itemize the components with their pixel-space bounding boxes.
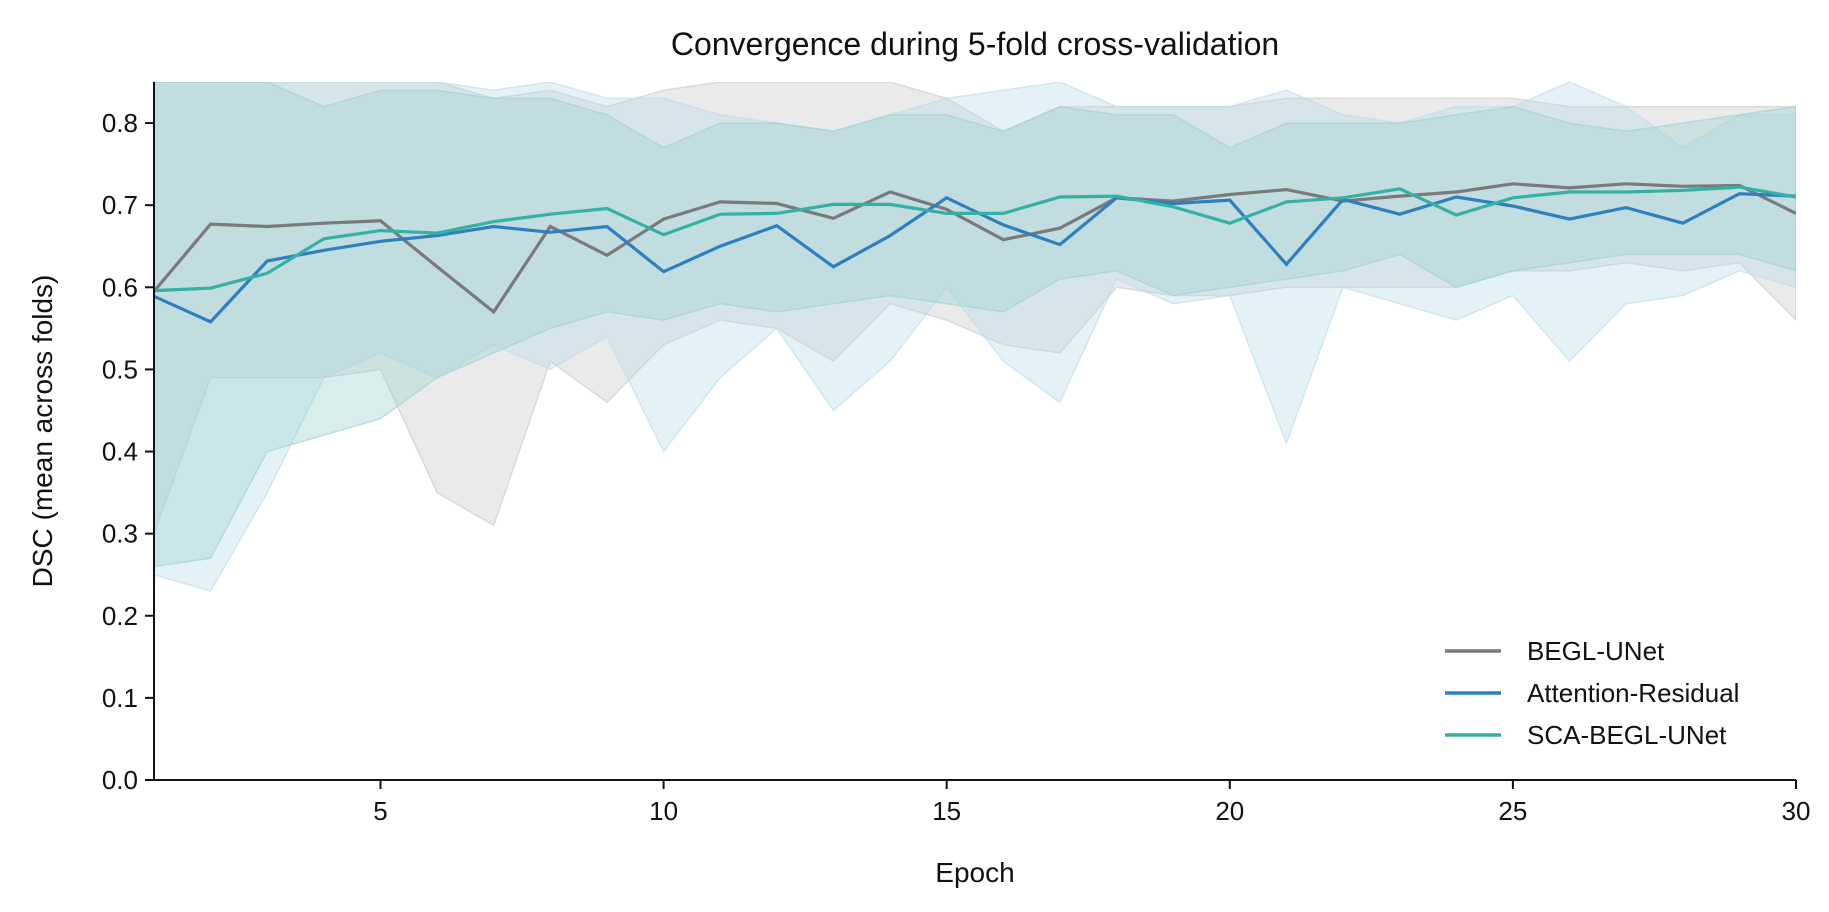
- x-tick-label-10: 10: [649, 796, 678, 826]
- y-tick-label-2: 0.2: [102, 601, 138, 631]
- x-tick-label-20: 20: [1215, 796, 1244, 826]
- band-sca-begl-unet: [154, 82, 1796, 568]
- x-tick-label-5: 5: [373, 796, 387, 826]
- confidence-bands: [154, 82, 1796, 592]
- y-tick-label-0: 0.0: [102, 765, 138, 795]
- y-tick-label-6: 0.6: [102, 272, 138, 302]
- y-tick-label-5: 0.5: [102, 354, 138, 384]
- y-tick-label-7: 0.7: [102, 190, 138, 220]
- chart-title: Convergence during 5-fold cross-validati…: [671, 26, 1279, 62]
- y-axis-title: DSC (mean across folds): [27, 275, 58, 588]
- x-axis-ticks: 5 10 15 20 25 30: [373, 780, 1810, 826]
- y-tick-label-3: 0.3: [102, 519, 138, 549]
- line-sca-begl-unet: [154, 185, 1796, 293]
- y-tick-label-4: 0.4: [102, 437, 138, 467]
- x-axis-title: Epoch: [935, 857, 1014, 888]
- x-tick-label-30: 30: [1782, 796, 1811, 826]
- series-lines: [154, 182, 1796, 324]
- legend-label-sca-begl-unet: SCA-BEGL-UNet: [1527, 720, 1727, 750]
- x-tick-label-25: 25: [1498, 796, 1527, 826]
- legend: BEGL-UNet Attention-Residual SCA-BEGL-UNet: [1445, 636, 1739, 750]
- y-tick-label-1: 0.1: [102, 683, 138, 713]
- legend-label-begl-unet: BEGL-UNet: [1527, 636, 1665, 666]
- line-begl-unet: [154, 182, 1796, 315]
- legend-label-attention-residual: Attention-Residual: [1527, 678, 1739, 708]
- line-attention-residual: [154, 192, 1796, 324]
- y-tick-label-8: 0.8: [102, 108, 138, 138]
- y-axis-ticks: 0.0 0.1 0.2 0.3 0.4 0.5 0.6 0.7 0.8: [102, 108, 154, 795]
- x-tick-label-15: 15: [932, 796, 961, 826]
